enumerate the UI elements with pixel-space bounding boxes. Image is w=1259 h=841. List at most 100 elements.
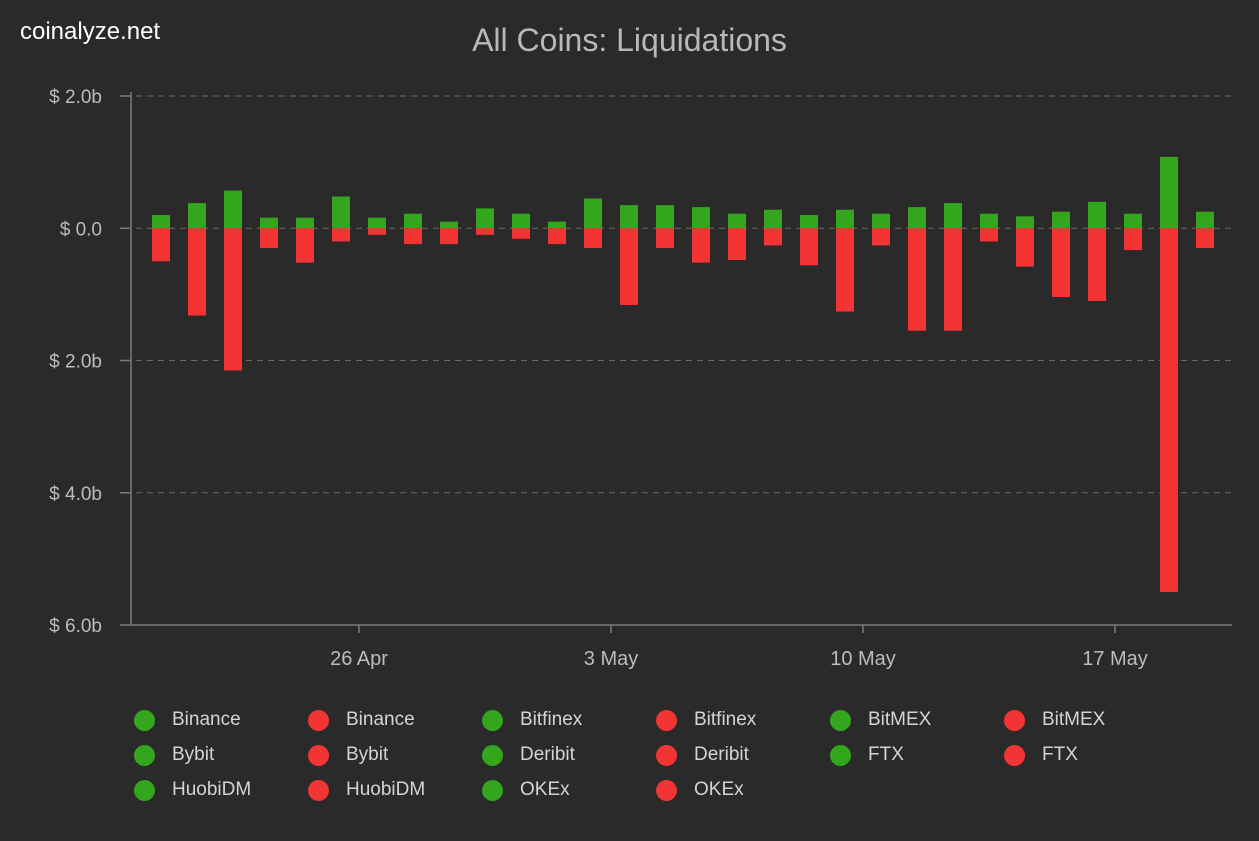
brand-logo-text[interactable]: coinalyze.net — [20, 18, 161, 45]
long-liquidation-bar — [1160, 156, 1178, 229]
short-liquidation-bar — [692, 228, 710, 263]
long-liquidation-bar — [692, 207, 710, 229]
short-liquidation-bar — [836, 228, 854, 312]
y-tick-label: $ 0.0 — [60, 219, 102, 240]
long-liquidation-bar — [908, 207, 926, 229]
x-tick-label: 3 May — [584, 648, 638, 670]
short-liquidation-bar — [908, 228, 926, 331]
long-liquidation-bar — [512, 213, 530, 229]
long-liquidation-bar — [152, 215, 170, 229]
long-liquidation-bar — [800, 215, 818, 229]
short-liquidation-bar — [1196, 228, 1214, 249]
long-liquidation-bar — [944, 203, 962, 229]
legend-item[interactable]: BitMEX — [1004, 708, 1178, 732]
short-liquidation-bar — [368, 228, 386, 235]
long-liquidation-bar — [764, 209, 782, 229]
short-liquidation-bar — [764, 228, 782, 246]
chart-plot: $ 2.0b $ 0.0 $ 2.0b $ 4.0b $ 6.0b 26 Apr 3 May… — [49, 87, 1232, 670]
legend-dot-icon — [656, 709, 677, 731]
legend-item[interactable]: Binance — [308, 708, 482, 732]
long-liquidation-bar — [368, 217, 386, 229]
long-liquidation-bar — [440, 221, 458, 229]
short-liquidation-bar — [476, 228, 494, 235]
legend-dot-icon — [1004, 709, 1025, 731]
long-liquidation-bar — [332, 196, 350, 229]
short-liquidation-bar — [1088, 228, 1106, 301]
legend-dot-icon — [482, 744, 503, 766]
short-liquidation-bar — [1052, 228, 1070, 298]
short-liquidation-bar — [1160, 228, 1178, 592]
legend: Binance Binance Bitfinex Bitfinex BitMEX BitM… — [134, 708, 1134, 802]
long-liquidation-bar — [728, 213, 746, 229]
long-liquidation-bar — [476, 208, 494, 229]
short-liquidation-bar — [980, 228, 998, 242]
legend-dot-icon — [830, 744, 851, 766]
short-liquidation-bar — [872, 228, 890, 246]
legend-item[interactable]: Binance — [134, 708, 308, 732]
legend-item[interactable]: HuobiDM — [308, 778, 482, 802]
legend-label: FTX — [868, 744, 904, 765]
legend-item[interactable]: FTX — [1004, 743, 1178, 767]
short-liquidation-bar — [224, 228, 242, 371]
legend-label: Bybit — [346, 744, 389, 765]
legend-label: Deribit — [520, 744, 575, 765]
short-liquidation-bar — [440, 228, 458, 245]
legend-item[interactable]: BitMEX — [830, 708, 1004, 732]
long-liquidation-bar — [620, 205, 638, 229]
long-liquidation-bar — [1052, 211, 1070, 229]
legend-label: Bitfinex — [694, 709, 757, 730]
long-liquidation-bar — [584, 198, 602, 229]
short-liquidation-bar — [296, 228, 314, 263]
long-liquidation-bar — [296, 217, 314, 229]
legend-item[interactable]: FTX — [830, 743, 1004, 767]
legend-dot-icon — [134, 744, 155, 766]
long-liquidation-bar — [836, 209, 854, 229]
legend-dot-icon — [308, 744, 329, 766]
legend-label: OKEx — [694, 779, 744, 800]
legend-dot-icon — [308, 709, 329, 731]
legend-label: OKEx — [520, 779, 570, 800]
legend-dot-icon — [308, 779, 329, 801]
x-tick-label: 17 May — [1082, 648, 1148, 670]
short-liquidation-bar — [188, 228, 206, 316]
short-liquidation-bar — [1124, 228, 1142, 251]
long-liquidation-bar — [260, 217, 278, 229]
x-tick-label: 10 May — [830, 648, 896, 670]
short-liquidation-bar — [656, 228, 674, 249]
legend-item[interactable]: Bybit — [308, 743, 482, 767]
legend-item[interactable]: HuobiDM — [134, 778, 308, 802]
long-liquidation-bar — [1124, 213, 1142, 229]
short-liquidation-bar — [728, 228, 746, 260]
legend-item[interactable]: Deribit — [656, 743, 830, 767]
short-liquidation-bar — [800, 228, 818, 266]
legend-label: FTX — [1042, 744, 1078, 765]
short-liquidation-bar — [332, 228, 350, 242]
legend-item[interactable]: OKEx — [656, 778, 830, 802]
legend-dot-icon — [830, 709, 851, 731]
short-liquidation-bar — [620, 228, 638, 305]
legend-dot-icon — [1004, 744, 1025, 766]
x-tick-label: 26 Apr — [330, 648, 388, 670]
long-liquidation-bar — [656, 205, 674, 229]
legend-dot-icon — [656, 779, 677, 801]
legend-label: Deribit — [694, 744, 749, 765]
short-liquidation-bar — [548, 228, 566, 245]
y-tick-label: $ 6.0b — [49, 616, 102, 637]
long-liquidation-bar — [188, 203, 206, 229]
legend-item[interactable]: OKEx — [482, 778, 656, 802]
short-liquidation-bar — [512, 228, 530, 239]
y-tick-label: $ 2.0b — [49, 87, 102, 108]
y-tick-label: $ 4.0b — [49, 484, 102, 505]
legend-item[interactable]: Bitfinex — [482, 708, 656, 732]
legend-label: Binance — [346, 709, 415, 730]
short-liquidation-bar — [944, 228, 962, 331]
legend-label: HuobiDM — [346, 779, 426, 800]
legend-item[interactable]: Bybit — [134, 743, 308, 767]
legend-item[interactable]: Deribit — [482, 743, 656, 767]
legend-item[interactable]: Bitfinex — [656, 708, 830, 732]
legend-label: Binance — [172, 709, 241, 730]
long-liquidation-bar — [872, 213, 890, 229]
long-liquidation-bar — [1088, 201, 1106, 229]
short-liquidation-bar — [584, 228, 602, 249]
legend-label: Bybit — [172, 744, 215, 765]
